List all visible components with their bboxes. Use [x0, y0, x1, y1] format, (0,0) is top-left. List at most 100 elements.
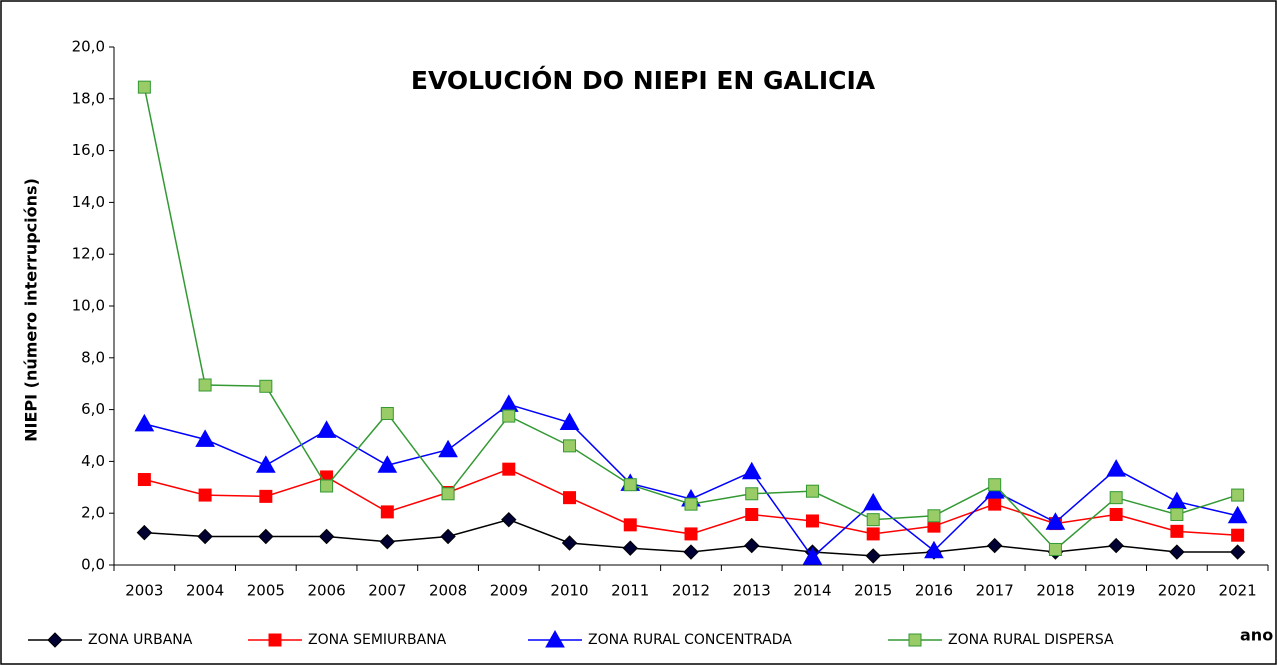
x-tick-label: 2015	[854, 582, 892, 600]
y-tick-label: 6,0	[81, 400, 105, 418]
x-tick-label: 2019	[1097, 582, 1135, 600]
y-axis-label: NIEPI (número interrupcións)	[22, 178, 41, 442]
marker	[866, 527, 880, 541]
marker	[258, 528, 274, 545]
y-tick-label: 18,0	[72, 89, 105, 107]
y-tick-label: 12,0	[72, 245, 105, 263]
legend-marker	[908, 633, 922, 647]
marker	[440, 528, 456, 545]
marker	[1048, 542, 1062, 556]
legend-label: ZONA RURAL DISPERSA	[948, 632, 1114, 648]
x-tick-label: 2010	[550, 582, 588, 600]
y-tick-label: 10,0	[72, 297, 105, 315]
marker	[441, 487, 455, 501]
marker	[1108, 537, 1124, 554]
marker	[988, 478, 1002, 492]
marker	[744, 537, 760, 554]
marker	[559, 412, 580, 431]
marker	[318, 528, 335, 545]
marker	[866, 513, 880, 527]
marker	[805, 484, 819, 498]
y-tick-label: 8,0	[81, 348, 105, 366]
marker	[255, 455, 276, 473]
marker	[195, 429, 215, 447]
marker	[377, 455, 398, 473]
x-tick-label: 2009	[490, 582, 528, 600]
marker	[502, 462, 516, 476]
marker	[1170, 507, 1184, 521]
y-tick-label: 20,0	[72, 38, 105, 56]
marker	[198, 378, 212, 392]
marker	[563, 491, 577, 505]
marker	[802, 547, 823, 565]
x-tick-label: 2021	[1219, 582, 1257, 600]
chart-title: EVOLUCIÓN DO NIEPI EN GALICIA	[411, 65, 876, 95]
marker	[1227, 505, 1248, 524]
marker	[438, 439, 458, 458]
marker	[380, 505, 394, 519]
marker	[988, 497, 1002, 511]
x-tick-label: 2017	[976, 582, 1014, 600]
marker	[259, 489, 273, 503]
marker	[927, 509, 941, 523]
marker	[623, 518, 637, 532]
marker	[502, 409, 516, 423]
marker	[197, 528, 213, 545]
marker	[623, 478, 637, 492]
y-tick-label: 16,0	[72, 141, 105, 159]
y-tick-label: 0,0	[81, 556, 105, 574]
marker	[198, 488, 212, 502]
x-tick-label: 2013	[733, 582, 771, 600]
marker	[1109, 491, 1123, 505]
marker	[986, 537, 1003, 554]
legend-label: ZONA RURAL CONCENTRADA	[588, 632, 792, 648]
marker	[380, 406, 394, 420]
x-tick-label: 2016	[915, 582, 953, 600]
marker	[137, 80, 151, 94]
x-tick-label: 2018	[1036, 582, 1074, 600]
marker	[1231, 528, 1245, 542]
x-tick-label: 2004	[186, 582, 224, 600]
marker	[1109, 507, 1123, 521]
marker	[561, 535, 578, 551]
x-tick-label: 2003	[125, 582, 163, 600]
marker	[684, 527, 698, 541]
marker	[134, 413, 155, 432]
marker	[379, 533, 396, 550]
marker	[501, 511, 517, 528]
x-tick-label: 2008	[429, 582, 467, 600]
marker	[805, 514, 819, 528]
marker	[137, 473, 151, 487]
marker	[320, 479, 334, 493]
marker	[1169, 544, 1185, 560]
marker	[563, 439, 577, 453]
marker	[1231, 488, 1245, 502]
marker	[745, 487, 759, 501]
marker	[745, 507, 759, 521]
series	[137, 80, 1245, 556]
marker	[863, 492, 884, 511]
y-tick-label: 14,0	[72, 193, 105, 211]
y-tick-label: 2,0	[81, 504, 105, 522]
x-tick-label: 2014	[793, 582, 831, 600]
marker	[316, 420, 337, 438]
marker	[259, 379, 273, 393]
x-tick-label: 2006	[307, 582, 345, 600]
legend-label: ZONA URBANA	[88, 632, 193, 648]
marker	[865, 548, 881, 564]
x-tick-label: 2012	[672, 582, 710, 600]
legend-marker	[47, 632, 63, 648]
marker	[622, 540, 638, 556]
marker	[683, 544, 699, 560]
marker	[136, 524, 153, 541]
x-tick-label: 2005	[247, 582, 285, 600]
marker	[684, 497, 698, 511]
x-tick-label: 2020	[1158, 582, 1196, 600]
x-tick-label: 2011	[611, 582, 649, 600]
marker	[924, 540, 944, 559]
y-tick-label: 4,0	[81, 452, 105, 470]
legend-marker	[268, 633, 282, 647]
x-tick-label: 2007	[368, 582, 406, 600]
legend-marker	[545, 629, 565, 648]
